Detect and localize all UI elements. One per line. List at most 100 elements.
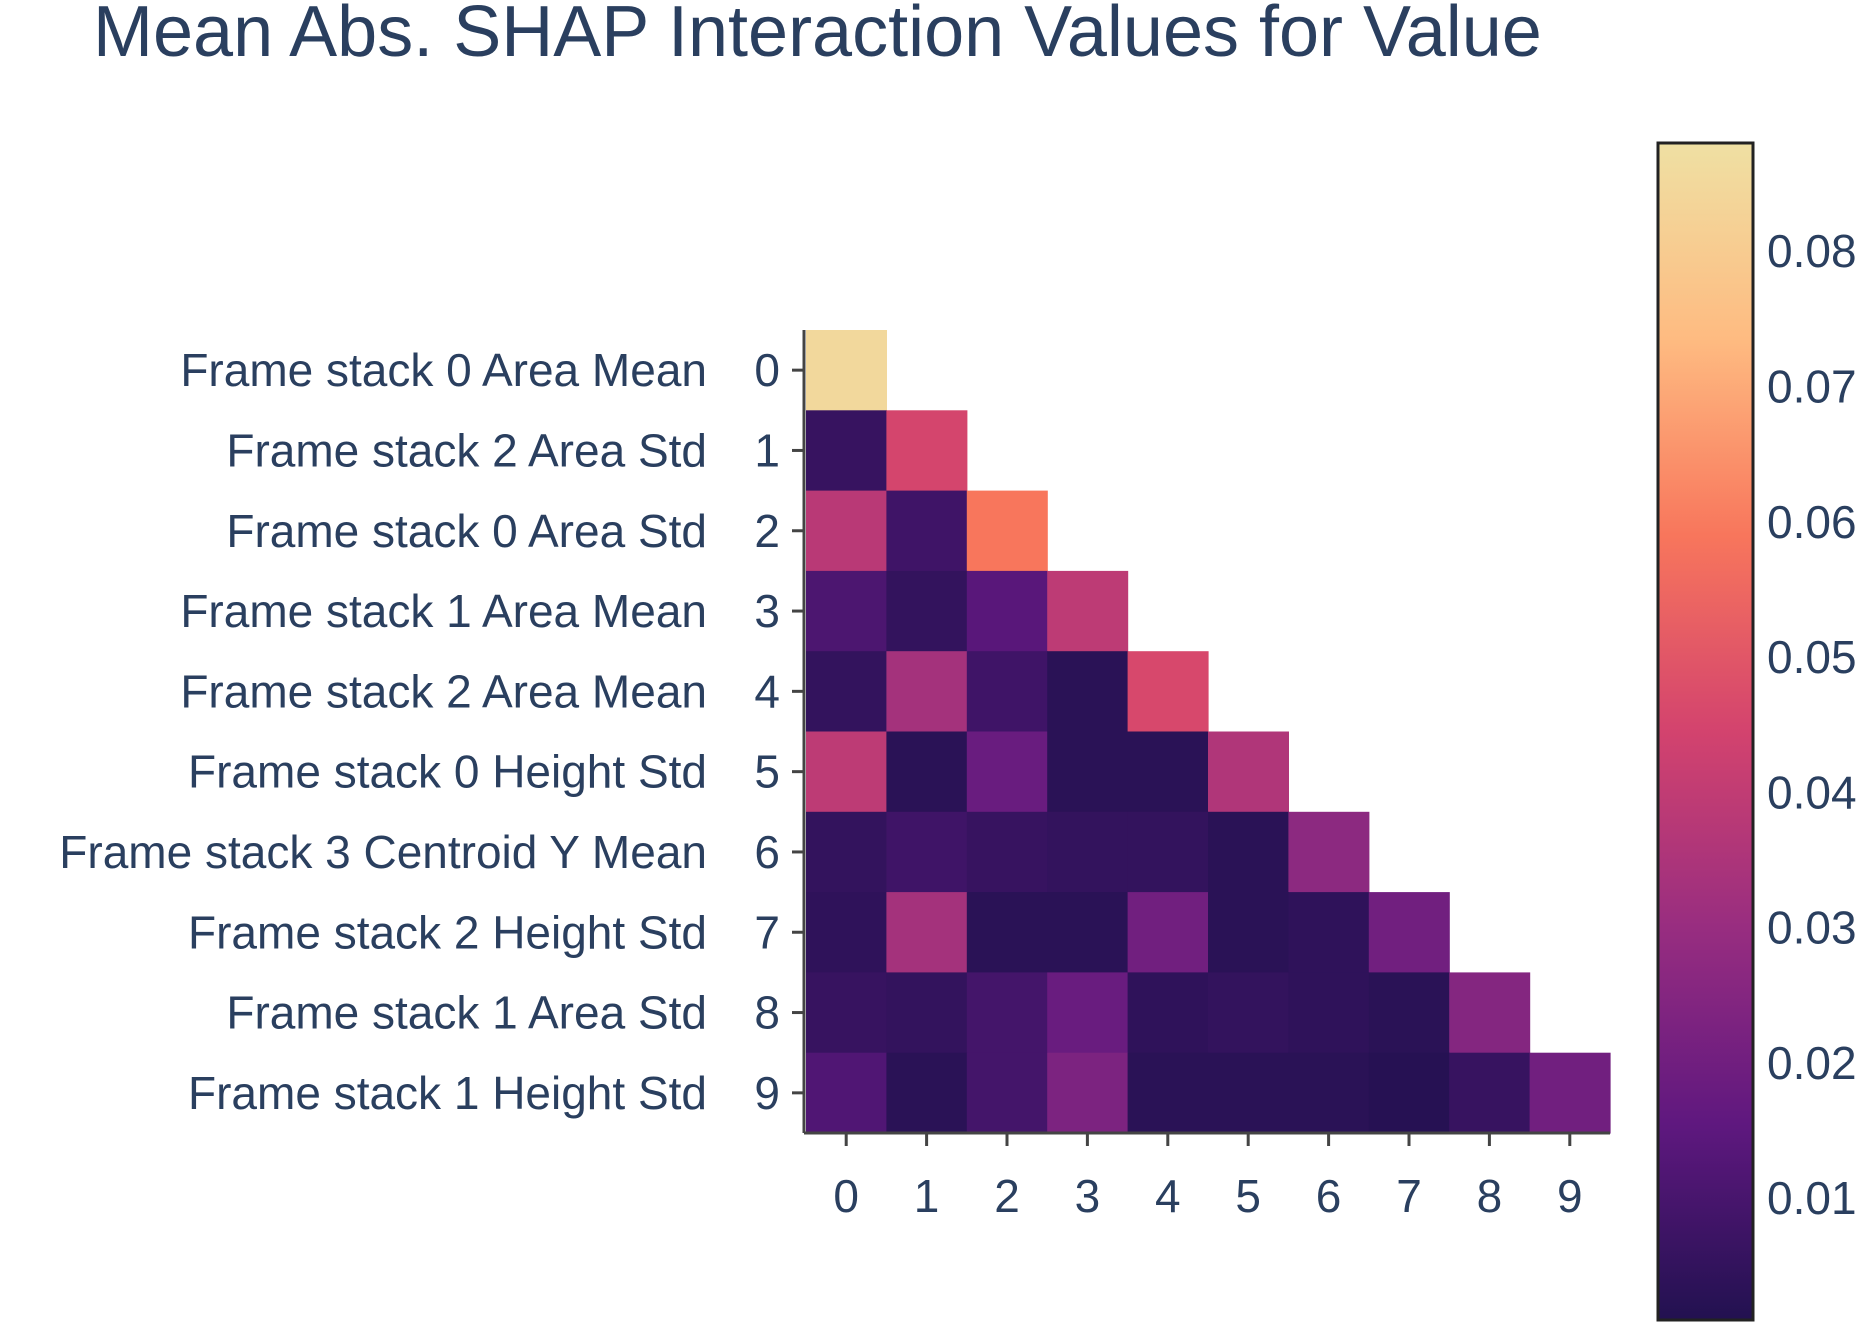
- x-tick-label: 6: [1316, 1170, 1342, 1222]
- heatmap-cell-5-3: [1047, 731, 1129, 813]
- y-row-label: Frame stack 2 Area Std: [226, 424, 707, 476]
- heatmap-cell-7-5: [1208, 892, 1289, 973]
- heatmap-cell-8-2: [966, 972, 1048, 1054]
- heatmap-cell-9-0: [806, 1052, 887, 1134]
- heatmap-cell-9-5: [1208, 1052, 1289, 1134]
- heatmap-cell-9-4: [1127, 1052, 1209, 1134]
- heatmap-cell-7-6: [1288, 892, 1370, 973]
- heatmap-cell-8-1: [886, 972, 968, 1054]
- colorbar-tick-label: 0.07: [1767, 361, 1857, 413]
- heatmap-cell-9-8: [1449, 1052, 1531, 1134]
- heatmap-axes: [802, 330, 1610, 1135]
- y-row-label: Frame stack 1 Area Std: [226, 987, 707, 1039]
- heatmap-cell-8-8: [1449, 972, 1531, 1054]
- y-tick-label: 4: [754, 665, 780, 717]
- y-row-label: Frame stack 2 Area Mean: [180, 665, 707, 717]
- y-tick-label: 3: [754, 585, 780, 637]
- heatmap-cell-8-5: [1208, 972, 1289, 1054]
- heatmap-cell-7-1: [886, 892, 968, 973]
- x-tick-label: 1: [914, 1170, 940, 1222]
- heatmap-cell-4-1: [886, 651, 968, 733]
- heatmap-cell-1-1: [886, 410, 968, 492]
- heatmap-cell-7-0: [806, 892, 887, 973]
- y-row-label: Frame stack 3 Centroid Y Mean: [59, 826, 707, 878]
- heatmap-cell-7-3: [1047, 892, 1129, 973]
- heatmap-cell-5-2: [966, 731, 1048, 813]
- colorbar-ticks: 0.01 0.02 0.03 0.04 0.05 0.06 0.07 0.08: [1767, 225, 1857, 1224]
- x-tick-label: 8: [1477, 1170, 1503, 1222]
- y-row-label: Frame stack 1 Height Std: [188, 1067, 707, 1119]
- heatmap-cell-4-2: [966, 651, 1048, 733]
- y-row-label: Frame stack 0 Height Std: [188, 746, 707, 798]
- heatmap-cell-5-0: [806, 731, 887, 813]
- heatmap-cell-9-9: [1529, 1052, 1611, 1134]
- heatmap-cell-3-0: [806, 570, 887, 652]
- heatmap-cell-9-3: [1047, 1052, 1129, 1134]
- heatmap-cell-5-1: [886, 731, 968, 813]
- y-tick-label: 1: [754, 424, 780, 476]
- heatmap-cell-8-3: [1047, 972, 1129, 1054]
- heatmap-cell-3-2: [966, 570, 1048, 652]
- y-row-label: Frame stack 1 Area Mean: [180, 585, 707, 637]
- y-tick-label: 2: [754, 505, 780, 557]
- heatmap-cell-8-7: [1368, 972, 1450, 1054]
- heatmap-cell-9-7: [1368, 1052, 1450, 1134]
- x-axis-ticks: 0 1 2 3 4 5 6 7 8 9: [833, 1133, 1583, 1222]
- heatmap-cell-9-6: [1288, 1052, 1370, 1134]
- x-tick-label: 5: [1235, 1170, 1261, 1222]
- y-row-label: Frame stack 2 Height Std: [188, 906, 707, 958]
- heatmap-cell-6-4: [1127, 811, 1209, 893]
- x-tick-label: 3: [1075, 1170, 1101, 1222]
- heatmap-cell-8-6: [1288, 972, 1370, 1054]
- heatmap-cell-3-1: [886, 570, 968, 652]
- x-tick-label: 2: [994, 1170, 1020, 1222]
- heatmap-cell-5-4: [1127, 731, 1209, 813]
- heatmap-cell-4-4: [1127, 651, 1209, 733]
- heatmap-cell-1-0: [806, 410, 887, 492]
- x-tick-label: 9: [1557, 1170, 1583, 1222]
- heatmap-cell-7-4: [1127, 892, 1209, 973]
- heatmap-cell-3-3: [1047, 570, 1129, 652]
- colorbar-tick-label: 0.02: [1767, 1037, 1857, 1089]
- x-tick-label: 0: [833, 1170, 859, 1222]
- heatmap-cell-8-0: [806, 972, 887, 1054]
- chart-title: Mean Abs. SHAP Interaction Values for Va…: [93, 0, 1542, 72]
- heatmap-cell-6-0: [806, 811, 887, 893]
- heatmap-cell-7-2: [966, 892, 1048, 973]
- heatmap-cells: [806, 330, 1611, 1134]
- colorbar-tick-label: 0.06: [1767, 496, 1857, 548]
- heatmap-cell-6-3: [1047, 811, 1129, 893]
- x-tick-label: 7: [1396, 1170, 1422, 1222]
- y-row-label: Frame stack 0 Area Std: [226, 505, 707, 557]
- y-tick-label: 0: [754, 344, 780, 396]
- heatmap-cell-2-1: [886, 490, 968, 572]
- heatmap-cell-6-1: [886, 811, 968, 893]
- colorbar-tick-label: 0.05: [1767, 631, 1857, 683]
- heatmap-cell-6-2: [966, 811, 1048, 893]
- heatmap-cell-4-3: [1047, 651, 1129, 733]
- heatmap-cell-9-2: [966, 1052, 1048, 1134]
- heatmap-cell-2-0: [806, 490, 887, 572]
- heatmap-cell-2-2: [966, 490, 1048, 572]
- y-tick-label: 7: [754, 906, 780, 958]
- heatmap-cell-8-4: [1127, 972, 1209, 1054]
- colorbar-tick-label: 0.04: [1767, 766, 1857, 818]
- heatmap-cell-5-5: [1208, 731, 1289, 813]
- heatmap-cell-9-1: [886, 1052, 968, 1134]
- y-tick-label: 8: [754, 987, 780, 1039]
- y-tick-label: 9: [754, 1067, 780, 1119]
- heatmap-cell-6-5: [1208, 811, 1289, 893]
- heatmap-cell-7-7: [1368, 892, 1450, 973]
- y-axis-ticks: 0 Frame stack 0 Area Mean 1 Frame stack 2 A…: [59, 344, 804, 1119]
- heatmap-cell-0-0: [806, 330, 887, 411]
- y-tick-label: 6: [754, 826, 780, 878]
- y-tick-label: 5: [754, 746, 780, 798]
- heatmap-cell-6-6: [1288, 811, 1370, 893]
- y-row-label: Frame stack 0 Area Mean: [180, 344, 707, 396]
- x-tick-label: 4: [1155, 1170, 1181, 1222]
- colorbar: [1656, 141, 1755, 1322]
- heatmap-cell-4-0: [806, 651, 887, 733]
- colorbar-tick-label: 0.01: [1767, 1172, 1857, 1224]
- colorbar-tick-label: 0.03: [1767, 902, 1857, 954]
